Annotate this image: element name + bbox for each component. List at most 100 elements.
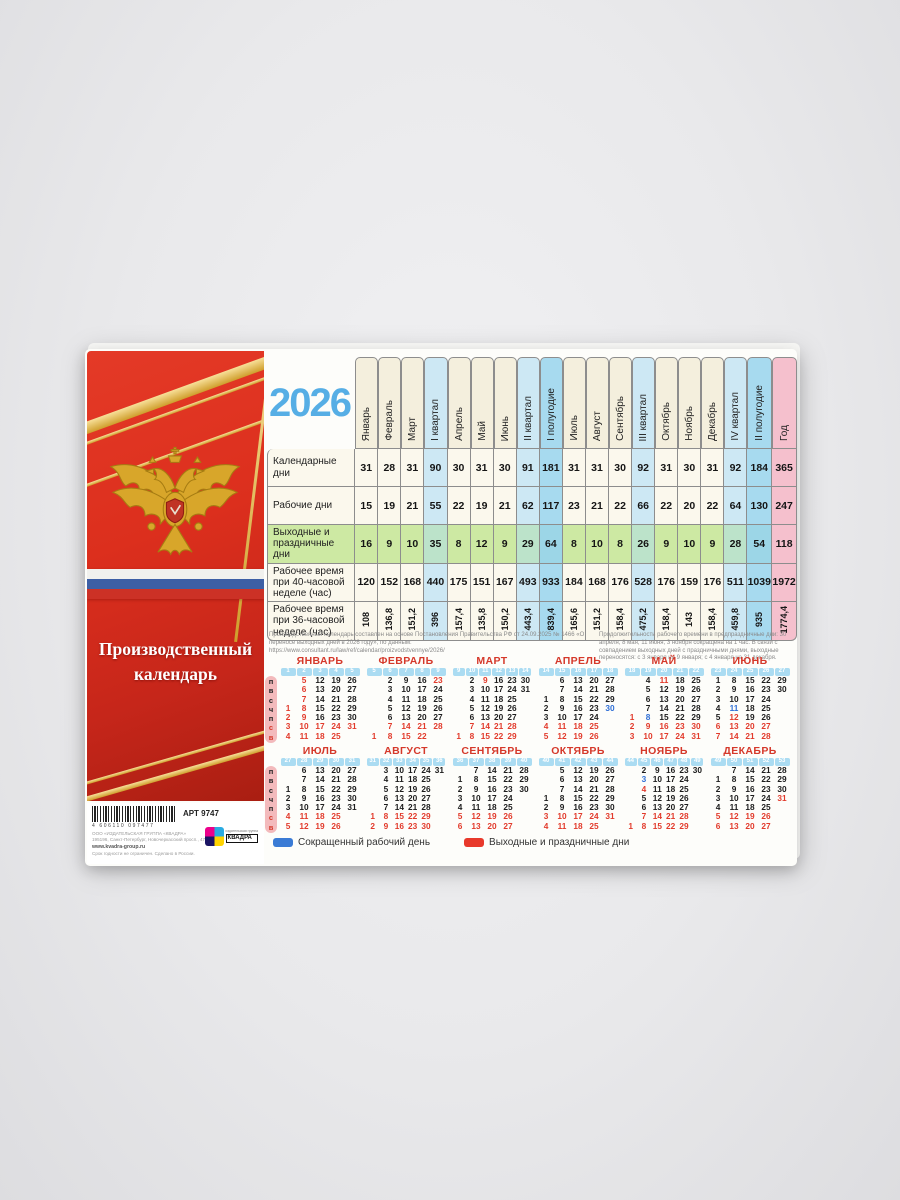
month-block: ЯНВАРЬ 1 2 3 4 5 5 12 19 26 6 13 20 27 7 14 21 28 1 8 15 22 29… (277, 655, 363, 741)
value-cell: 167 (493, 563, 517, 603)
week-number: 19 (640, 668, 656, 676)
column-header: II полугодие (747, 357, 773, 449)
day-cell: 3 (543, 811, 549, 822)
day-cell: 6 (383, 792, 389, 803)
value-cell: 184 (747, 449, 773, 487)
day-cell: 28 (433, 721, 443, 732)
week-number: 7 (398, 668, 414, 676)
day-cell (516, 794, 532, 803)
rotated-value: 151,2 (407, 608, 418, 631)
day-cell: 8 (473, 774, 479, 785)
week-number: 31 (366, 758, 379, 766)
week-number: 18 (624, 668, 640, 676)
day-cell: 23 (761, 684, 771, 695)
day-cell: 5 (387, 702, 393, 713)
day-cell: 7 (645, 702, 651, 713)
day-cell: 12 (315, 675, 325, 685)
week-number: 1 (280, 668, 296, 676)
day-cell: 27 (347, 684, 357, 695)
month-block: ОКТЯБРЬ 40 41 42 43 44 5 12 19 26 6 13 20 27 7 14 21 28 1 8… (535, 745, 621, 831)
day-cell: 2 (285, 792, 291, 803)
value-cell: 247 (772, 487, 797, 525)
day-cell: 8 (731, 675, 737, 685)
value-cell: 22 (701, 487, 725, 525)
day-cell: 13 (394, 792, 404, 803)
day-cell: 6 (559, 675, 565, 685)
day-cell: 11 (729, 702, 739, 713)
day-cell: 29 (605, 693, 615, 704)
month-block: АВГУСТ 31 32 33 34 35 36 3 10 17 24 31 4 11 18 25 5 12 19 2… (363, 745, 449, 831)
value-cell: 28 (378, 449, 402, 487)
kvadra-logo-small: издательская группа (225, 829, 258, 834)
day-cell: 20 (417, 712, 427, 723)
week-number: 29 (312, 758, 328, 766)
value-cell: 91 (516, 449, 540, 487)
value-cell: 1039 (747, 563, 773, 603)
day-cell: 1 (715, 774, 721, 785)
day-cell: 22 (331, 702, 341, 713)
month-title: НОЯБРЬ (640, 745, 688, 757)
day-cell: 5 (285, 820, 291, 831)
month-title: ДЕКАБРЬ (723, 745, 777, 757)
day-cell: 18 (675, 675, 685, 685)
day-cell: 24 (503, 792, 513, 803)
day-cell: 24 (507, 684, 517, 695)
day-cell: 24 (761, 792, 771, 803)
day-cell (452, 704, 465, 713)
month-title: ОКТЯБРЬ (551, 745, 605, 757)
day-cell: 3 (641, 774, 647, 785)
day-cell: 21 (331, 693, 341, 704)
value-cell: 117 (539, 487, 563, 525)
week-number: 9 (452, 668, 465, 676)
day-cell: 21 (589, 783, 599, 794)
day-cell: 27 (507, 712, 517, 723)
day-cell: 9 (301, 712, 307, 723)
value-cell: 168 (585, 563, 610, 603)
day-cell: 3 (629, 730, 635, 741)
rotated-value: 935 (754, 611, 765, 627)
week-number: 3 (312, 668, 328, 676)
week-number: 46 (651, 758, 664, 766)
day-cell: 6 (301, 684, 307, 695)
day-cell: 1 (285, 783, 291, 794)
weekday-letter: п (268, 767, 274, 776)
month-grid: 40 41 42 43 44 5 12 19 26 6 13 20 27 7 14 21 28 1 8 15 22 29 2… (535, 758, 621, 831)
value-cell: 528 (632, 563, 656, 603)
day-cell: 25 (761, 802, 771, 813)
day-cell: 11 (557, 721, 567, 732)
publisher-name: ООО «ИЗДАТЕЛЬСКАЯ ГРУППА «КВАДРА» (92, 831, 187, 836)
day-cell (538, 676, 554, 685)
week-number: 9 (430, 668, 446, 676)
week-number: 50 (726, 758, 742, 766)
day-cell: 1 (543, 693, 549, 704)
column-header: Апрель (447, 357, 471, 449)
week-number: 22 (688, 668, 704, 676)
week-number: 33 (393, 758, 406, 766)
day-cell: 8 (641, 820, 647, 831)
months-row-1: п в с ч п с в ЯНВАРЬ 1 2 3 4 5 5 12 19 26 6 13 20 27 7 14 21 28 1… (265, 655, 793, 744)
table-body: Календарные дни 31 28 31 90 30 31 30 91 181 31 31 30… (267, 449, 797, 641)
day-cell: 21 (745, 730, 755, 741)
day-cell: 4 (285, 811, 291, 822)
day-cell: 13 (471, 820, 481, 831)
month-block: АПРЕЛЬ 14 15 16 17 18 6 13 20 27 7 14 21 28 1 8 15 22 29 2 9… (535, 655, 621, 741)
day-cell: 9 (559, 802, 565, 813)
day-cell: 2 (285, 712, 291, 723)
day-cell: 19 (675, 684, 685, 695)
day-cell: 19 (573, 730, 583, 741)
week-number: 23 (710, 668, 726, 676)
day-cell: 4 (383, 774, 389, 785)
month-title: МАРТ (476, 655, 508, 667)
day-cell: 2 (715, 684, 721, 695)
day-cell: 29 (347, 783, 357, 794)
day-cell: 20 (331, 684, 341, 695)
day-cell: 30 (421, 820, 431, 831)
barcode (92, 806, 176, 822)
month-block: ФЕВРАЛЬ 5 6 7 8 9 2 9 16 23 3 10 17 24 4 11 18 25 5 12 19 26 6… (363, 655, 449, 741)
value-cell: 90 (424, 449, 448, 487)
day-cell (366, 695, 382, 704)
column-header-label: Август (592, 410, 604, 441)
day-cell: 22 (666, 820, 676, 831)
value-cell: 92 (632, 449, 656, 487)
